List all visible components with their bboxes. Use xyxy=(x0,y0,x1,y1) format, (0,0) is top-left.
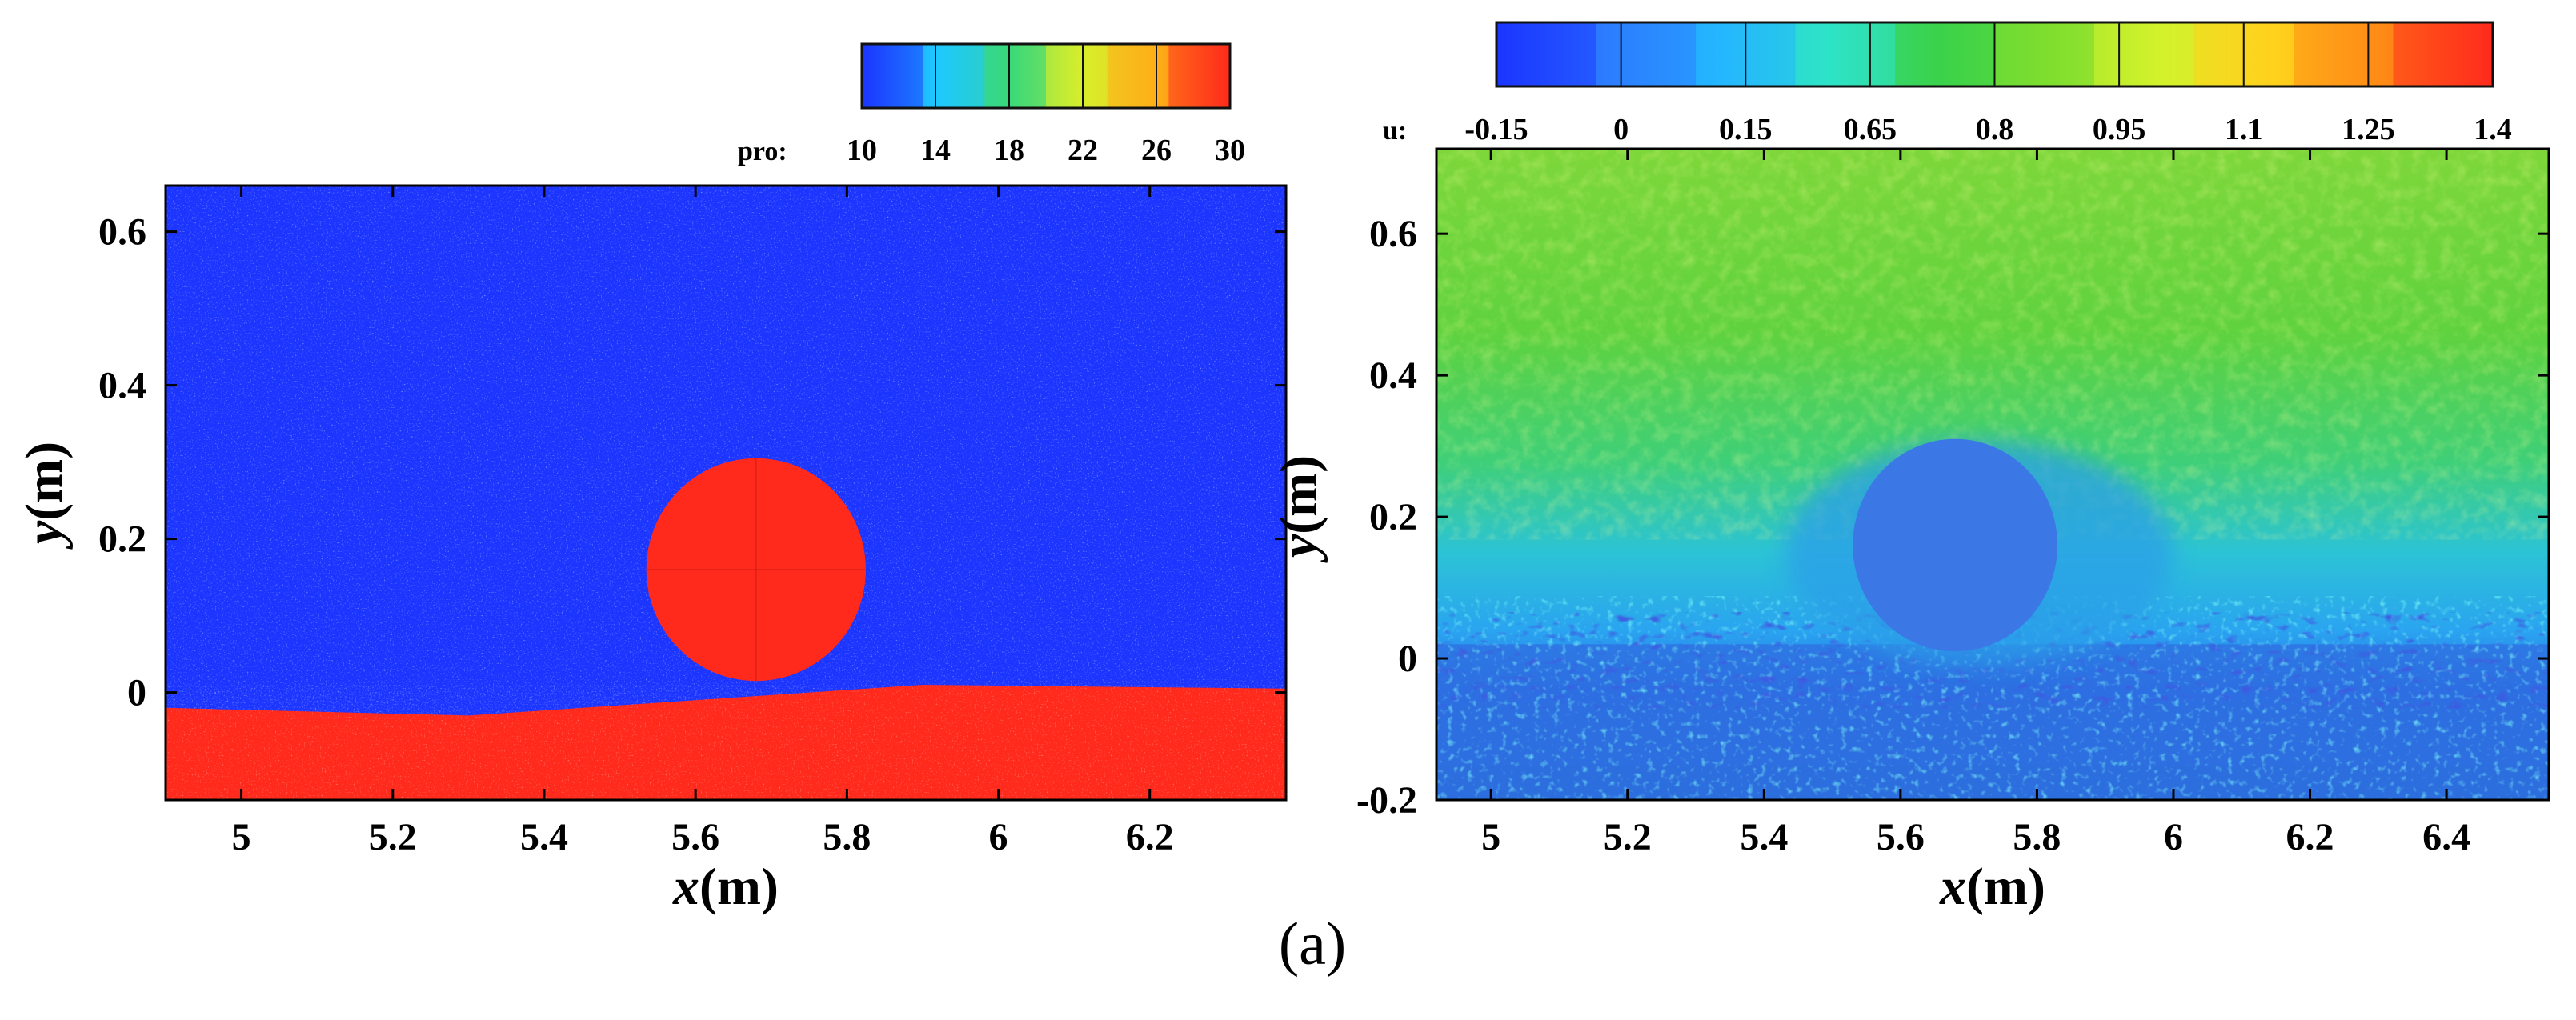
pro-colorbar-gradient xyxy=(862,44,1230,108)
u-x-tick-label: 6.4 xyxy=(2422,816,2470,858)
u-colorbar-tick-label: 1.1 xyxy=(2225,113,2263,146)
pro-colorbar-tick-label: 10 xyxy=(847,134,877,167)
u-y-tick-label: 0.4 xyxy=(1369,354,1417,397)
y-axis-title-pro: y(m) xyxy=(15,442,74,550)
pro-y-tick-label: 0.6 xyxy=(98,211,146,254)
pro-sediment-texture xyxy=(166,685,1286,800)
pro-x-tick-label: 5.6 xyxy=(671,816,719,858)
axes-u: 5 5.2 5.4 5.6 5.8 6 6.2 6.4 0.6 0.4 0.2 0 -0.2 xyxy=(1356,149,2549,858)
u-colorbar-tick-label: 0.8 xyxy=(1976,113,2014,146)
u-colorbar-tick-label: 0 xyxy=(1613,113,1629,146)
u-y-tick-label: -0.2 xyxy=(1356,779,1417,822)
plot-frame-pro xyxy=(164,184,1288,802)
pro-x-tick-label: 6 xyxy=(989,816,1008,858)
u-colorbar-tick-label: -0.15 xyxy=(1464,113,1528,146)
chart-panel-pro: 10 14 18 22 26 30 pro: 5 5.2 5.4 5.6 5.8 6 6.2 0.6 0.… xyxy=(15,42,1288,916)
pro-colorbar-tick-label: 26 xyxy=(1141,134,1172,167)
y-axis-title-u: y(m) xyxy=(1270,455,1328,563)
u-colorbar-tick-label: 0.95 xyxy=(2093,113,2146,146)
u-x-tick-label: 5.2 xyxy=(1604,816,1652,858)
colorbar-pro-label: pro: xyxy=(738,137,787,166)
pro-x-tick-label: 5.2 xyxy=(369,816,417,858)
u-y-tick-label: 0.6 xyxy=(1369,213,1417,255)
chart-panel-u: -0.15 0 0.15 0.65 0.8 0.95 1.1 1.25 1.4 u: 5 5.2 5… xyxy=(1270,21,2550,916)
pro-colorbar-tick-label: 22 xyxy=(1068,134,1098,167)
u-x-tick-label: 6.2 xyxy=(2286,816,2334,858)
pro-colorbar-tick-label: 18 xyxy=(994,134,1024,167)
pro-y-tick-label: 0.2 xyxy=(98,518,146,561)
pro-colorbar-tick-label: 14 xyxy=(920,134,951,167)
x-axis-title-pro: x(m) xyxy=(672,858,779,916)
u-colorbar-tick-label: 0.65 xyxy=(1844,113,1897,146)
pro-x-tick-label: 5.4 xyxy=(520,816,568,858)
pro-x-tick-label: 5 xyxy=(232,816,251,858)
pro-colorbar-frame xyxy=(860,42,1232,110)
axes-pro: 5 5.2 5.4 5.6 5.8 6 6.2 0.6 0.4 0.2 0 xyxy=(98,186,1286,858)
colorbar-pro: 10 14 18 22 26 30 xyxy=(847,42,1245,167)
colorbar-u-label: u: xyxy=(1383,116,1407,146)
figure-caption: (a) xyxy=(1279,910,1346,978)
u-cylinder xyxy=(1853,438,2058,652)
x-axis-title-u: x(m) xyxy=(1939,858,2045,916)
u-x-tick-label: 5 xyxy=(1481,816,1500,858)
u-x-tick-label: 5.8 xyxy=(2013,816,2061,858)
u-x-tick-label: 5.4 xyxy=(1740,816,1788,858)
u-x-tick-label: 5.6 xyxy=(1877,816,1925,858)
u-colorbar-tick-label: 0.15 xyxy=(1719,113,1773,146)
colorbar-u: -0.15 0 0.15 0.65 0.8 0.95 1.1 1.25 1.4 xyxy=(1464,21,2512,146)
plot-area-u xyxy=(1436,149,2549,800)
u-y-tick-label: 0.2 xyxy=(1369,496,1417,538)
plot-area-pro xyxy=(166,186,1286,800)
plot-frame-u xyxy=(1435,147,2550,802)
u-colorbar-frame xyxy=(1495,21,2494,88)
u-colorbar-tick-label: 1.4 xyxy=(2474,113,2512,146)
pro-x-tick-label: 5.8 xyxy=(823,816,871,858)
pro-y-tick-label: 0 xyxy=(127,672,146,714)
u-colorbar-tick-label: 1.25 xyxy=(2342,113,2395,146)
pro-y-tick-label: 0.4 xyxy=(98,365,146,407)
u-x-tick-label: 6 xyxy=(2164,816,2183,858)
u-y-tick-label: 0 xyxy=(1398,638,1417,680)
pro-colorbar-tick-label: 30 xyxy=(1215,134,1245,167)
pro-x-tick-label: 6.2 xyxy=(1126,816,1174,858)
